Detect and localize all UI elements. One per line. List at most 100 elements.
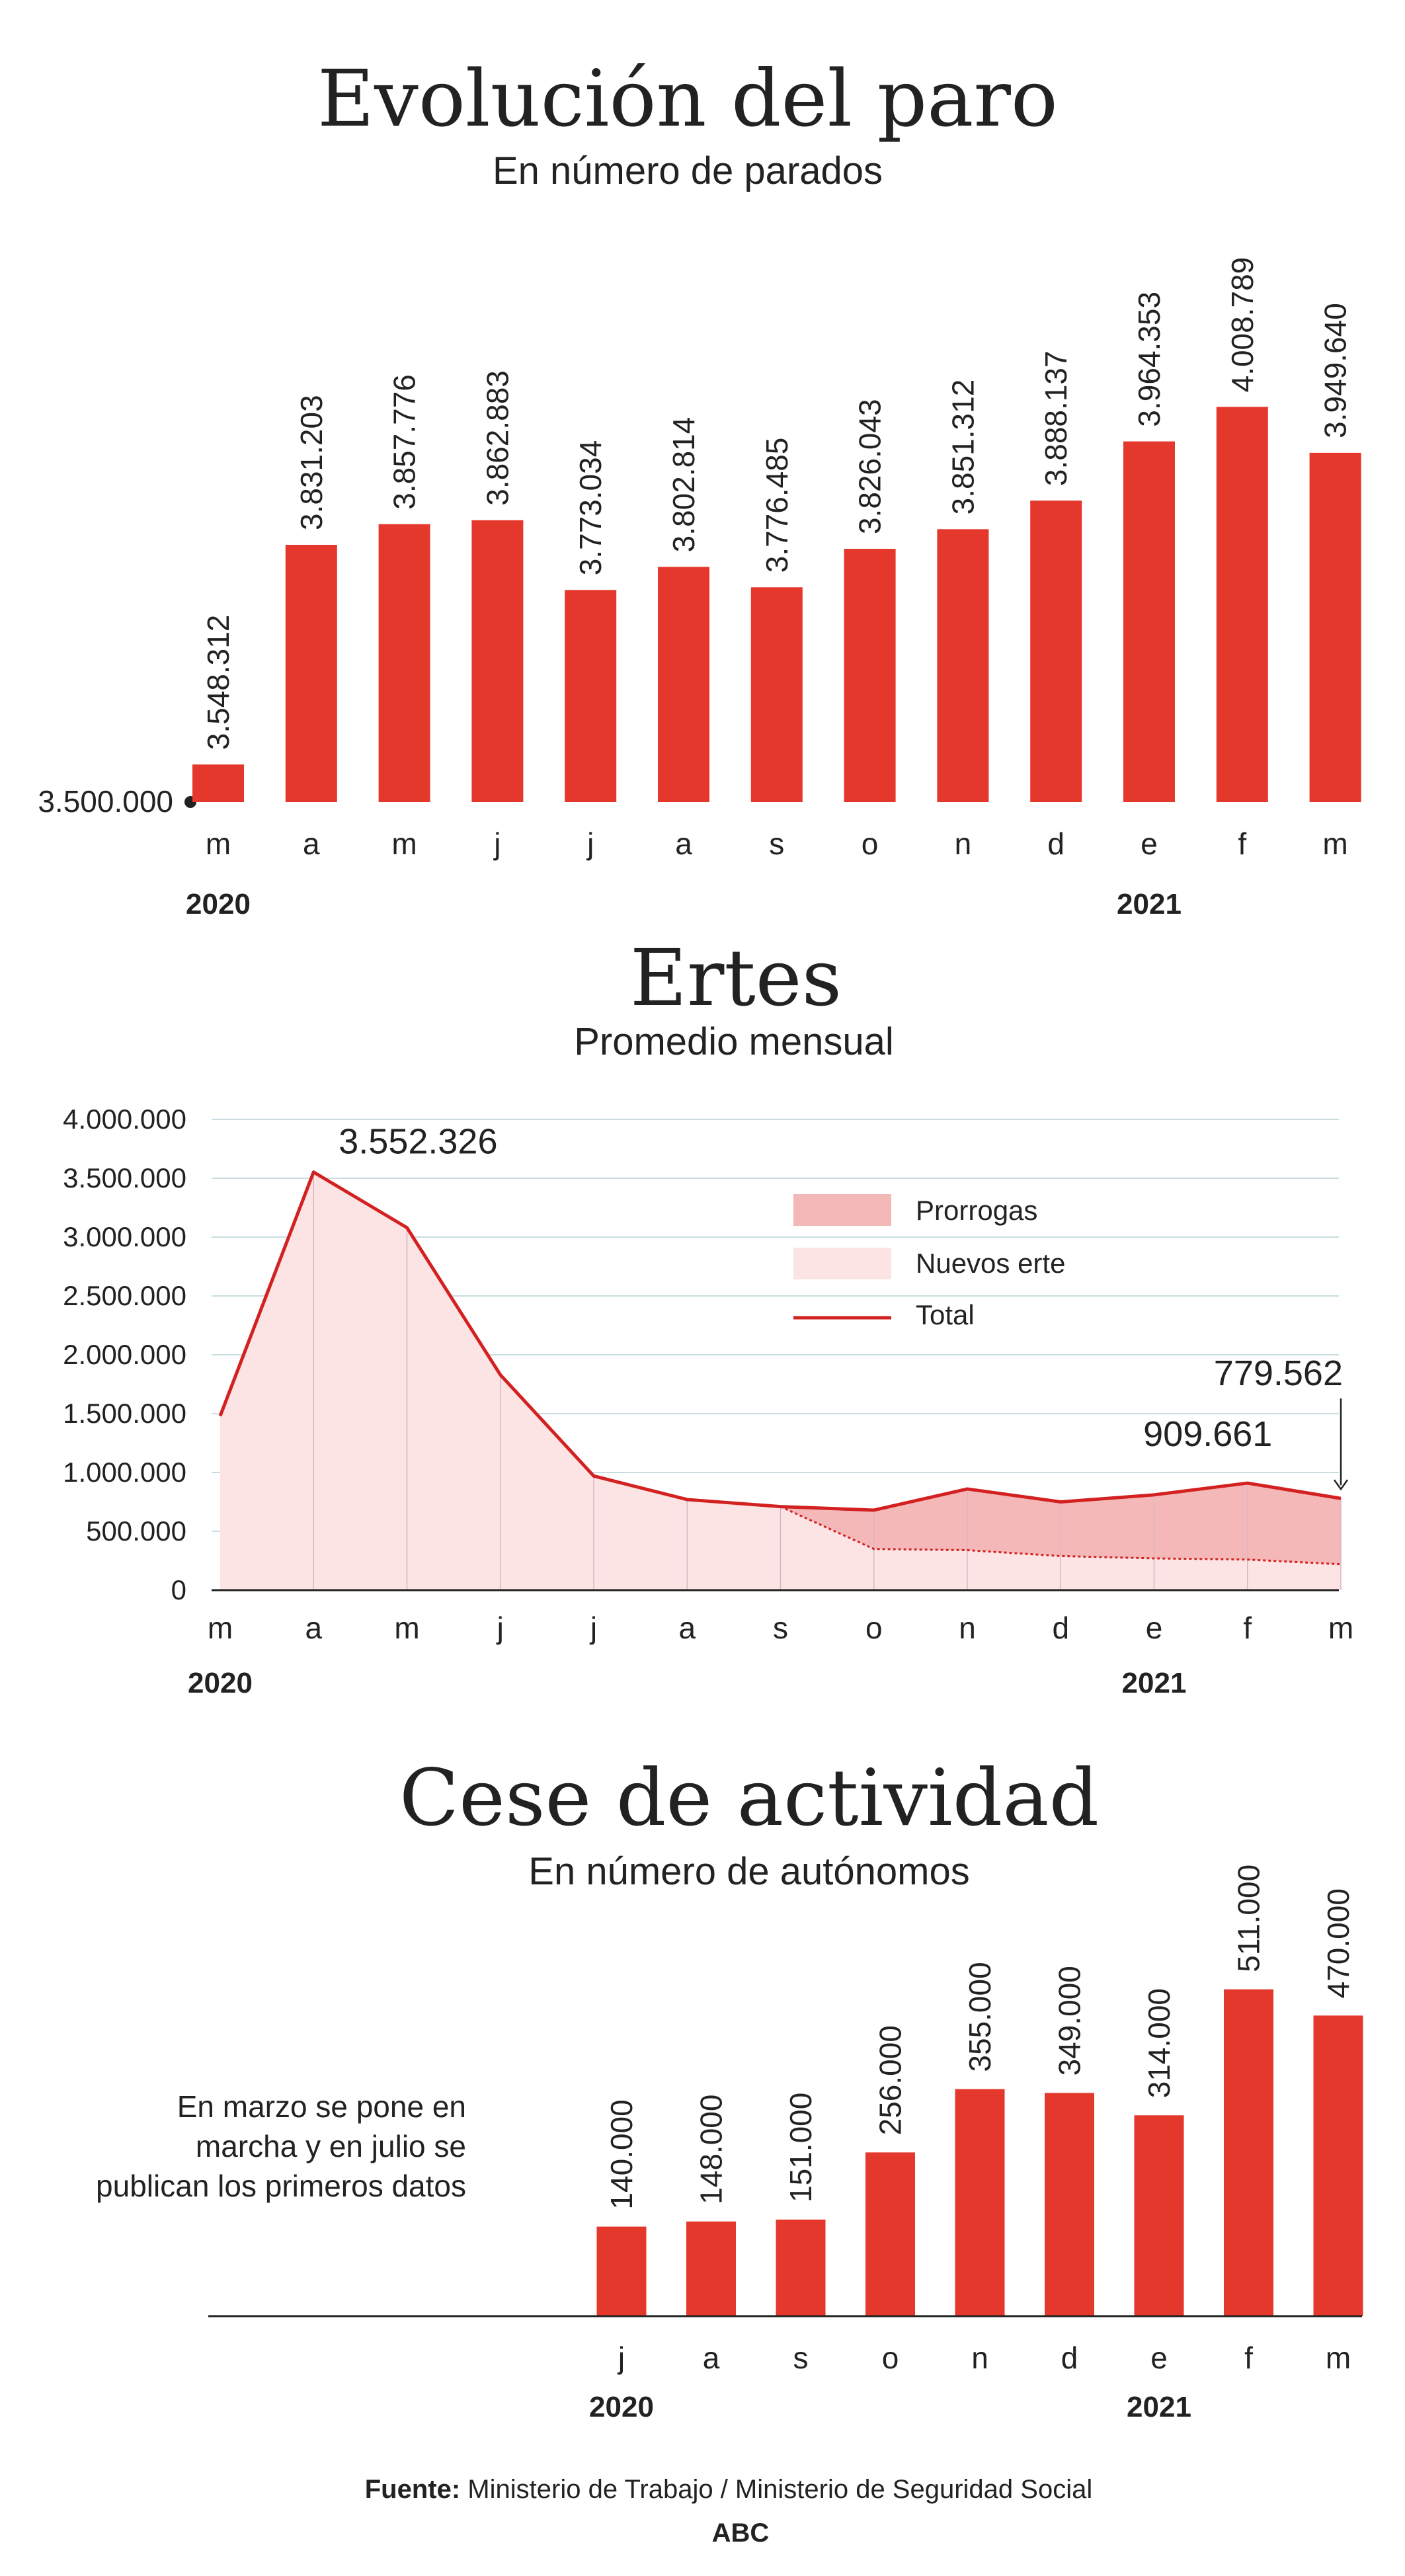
cese-bar xyxy=(955,2089,1005,2316)
cese-value-label: 256.000 xyxy=(873,2025,908,2135)
cese-value-label: 511.000 xyxy=(1232,1865,1266,1972)
paro-bar xyxy=(658,567,709,802)
paro-bar xyxy=(1309,452,1361,802)
ertes-month-tick: m xyxy=(1328,1611,1353,1645)
ertes-y-tick: 4.000.000 xyxy=(63,1104,186,1135)
ertes-month-tick: m xyxy=(394,1611,419,1645)
paro-bar xyxy=(378,524,430,802)
cese-bar xyxy=(776,2219,826,2316)
paro-bar xyxy=(285,544,337,802)
cese-month-tick: d xyxy=(1061,2341,1078,2375)
cese-value-label: 355.000 xyxy=(963,1962,997,2072)
ertes-y-tick: 1.000.000 xyxy=(63,1457,186,1488)
cese-month-tick: f xyxy=(1244,2341,1253,2375)
paro-month-tick: j xyxy=(586,826,594,861)
paro-value-label: 4.008.789 xyxy=(1225,257,1260,393)
cese-month-tick: a xyxy=(703,2341,720,2375)
cese-bar xyxy=(1134,2115,1184,2316)
paro-value-label: 3.862.883 xyxy=(480,370,514,506)
legend-swatch-prorrogas xyxy=(793,1194,891,1226)
brand-label: ABC xyxy=(712,2518,770,2548)
paro-bar xyxy=(1216,407,1268,802)
ertes-month-tick: s xyxy=(773,1611,788,1645)
paro-bar xyxy=(1030,501,1082,802)
ertes-annotation-peak: 3.552.326 xyxy=(339,1122,497,1162)
paro-year-label: 2021 xyxy=(1117,888,1182,920)
cese-year-label: 2021 xyxy=(1127,2391,1191,2423)
ertes-annotation-mar: 779.562 xyxy=(1214,1353,1343,1393)
cese-bar xyxy=(1313,2015,1363,2316)
ertes-y-tick: 2.500.000 xyxy=(63,1280,186,1311)
chart1-plot: 3.500.000 3.548.312 m 3.831.203 a 3.857.776 m 3… xyxy=(38,257,1361,920)
ertes-month-tick: f xyxy=(1243,1611,1252,1645)
paro-year-label: 2020 xyxy=(186,888,251,920)
ertes-month-tick: j xyxy=(496,1611,504,1645)
paro-month-tick: m xyxy=(391,826,417,861)
paro-bar xyxy=(192,764,244,802)
paro-month-tick: o xyxy=(862,826,879,861)
paro-bar xyxy=(565,590,617,802)
cese-value-label: 470.000 xyxy=(1321,1888,1355,1998)
chart3-note-line-3: publican los primeros datos xyxy=(96,2169,466,2203)
paro-value-label: 3.964.353 xyxy=(1132,292,1166,427)
paro-month-tick: d xyxy=(1047,826,1064,861)
paro-value-label: 3.831.203 xyxy=(294,395,329,530)
chart1-title: Evolución del paro xyxy=(317,53,1058,144)
cese-value-label: 314.000 xyxy=(1142,1988,1176,2098)
paro-value-label: 3.802.814 xyxy=(666,417,701,553)
chart3-plot: 140.000 j 148.000 a 151.000 s 256.000 o 355.000 n… xyxy=(208,1865,1363,2423)
paro-month-tick: n xyxy=(955,826,972,861)
ertes-nuevos-boundary xyxy=(780,1506,1342,1566)
cese-month-tick: j xyxy=(617,2341,625,2375)
cese-bar xyxy=(865,2152,915,2316)
cese-value-label: 140.000 xyxy=(604,2099,639,2209)
baseline-label: 3.500.000 xyxy=(38,784,173,819)
ertes-year-label: 2021 xyxy=(1122,1667,1187,1699)
chart3-note-line-2: marcha y en julio se xyxy=(196,2129,466,2163)
ertes-y-tick: 0 xyxy=(171,1574,186,1605)
ertes-annotation-arrow-head xyxy=(1333,1479,1349,1491)
paro-bar xyxy=(844,549,896,802)
paro-bar xyxy=(750,587,803,802)
source-label: Fuente: xyxy=(365,2475,460,2504)
cese-month-tick: o xyxy=(882,2341,899,2375)
cese-month-tick: n xyxy=(971,2341,988,2375)
chart1-subtitle: En número de parados xyxy=(493,149,883,192)
paro-value-label: 3.888.137 xyxy=(1039,350,1073,486)
paro-bar xyxy=(937,529,989,802)
paro-value-label: 3.826.043 xyxy=(853,399,887,534)
ertes-month-tick: d xyxy=(1052,1611,1069,1645)
cese-month-tick: s xyxy=(793,2341,809,2375)
legend-label-prorrogas: Prorrogas xyxy=(916,1195,1037,1226)
paro-month-tick: e xyxy=(1141,826,1158,861)
legend-swatch-nuevos xyxy=(793,1248,891,1279)
paro-value-label: 3.851.312 xyxy=(945,380,980,515)
cese-value-label: 151.000 xyxy=(783,2093,818,2202)
ertes-month-tick: a xyxy=(305,1611,322,1645)
chart2-subtitle: Promedio mensual xyxy=(574,1020,894,1063)
chart3-note-line-1: En marzo se pone en xyxy=(177,2089,466,2124)
paro-month-tick: s xyxy=(769,826,784,861)
paro-month-tick: a xyxy=(303,826,320,861)
ertes-y-tick: 3.500.000 xyxy=(63,1162,186,1193)
paro-month-tick: j xyxy=(493,826,501,861)
paro-value-label: 3.776.485 xyxy=(760,438,794,573)
cese-value-label: 349.000 xyxy=(1053,1966,1087,2075)
ertes-area-prorrogas xyxy=(220,1172,1341,1564)
ertes-month-tick: m xyxy=(208,1611,233,1645)
cese-bar xyxy=(1045,2093,1094,2316)
ertes-total-line xyxy=(218,1170,1342,1512)
paro-value-label: 3.857.776 xyxy=(387,374,422,510)
ertes-y-tick: 500.000 xyxy=(86,1515,186,1547)
legend-label-nuevos: Nuevos erte xyxy=(916,1248,1065,1279)
paro-month-tick: m xyxy=(206,826,231,861)
cese-bar xyxy=(596,2226,647,2316)
paro-value-label: 3.949.640 xyxy=(1318,303,1353,438)
chart2-plot: 0 500.000 1.000.000 1.500.000 2.000.000 2.500… xyxy=(63,1104,1353,1699)
cese-bar xyxy=(686,2221,736,2316)
paro-month-tick: a xyxy=(675,826,692,861)
ertes-year-label: 2020 xyxy=(188,1667,253,1699)
ertes-month-tick: o xyxy=(865,1611,883,1645)
cese-year-label: 2020 xyxy=(589,2391,654,2423)
